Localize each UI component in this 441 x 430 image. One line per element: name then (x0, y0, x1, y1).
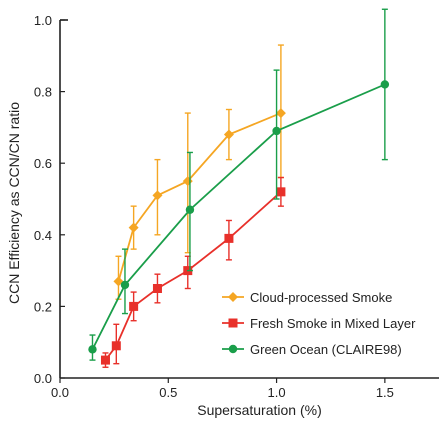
data-point (272, 126, 281, 136)
data-point (129, 301, 139, 311)
legend-item: Fresh Smoke in Mixed Layer (222, 316, 416, 331)
data-point (276, 187, 286, 197)
legend: Cloud-processed Smoke Fresh Smoke in Mixe… (222, 290, 416, 357)
series-layer (88, 8, 390, 368)
legend-item: Cloud-processed Smoke (222, 290, 392, 305)
data-point (223, 129, 234, 140)
axes-layer: 0.0 0.5 1.0 1.5 0.0 0.2 0.4 0.6 0.8 1.0 (34, 13, 439, 400)
x-tick-label: 0.5 (159, 385, 177, 400)
data-point (120, 280, 130, 290)
data-point (152, 190, 163, 201)
data-point (275, 108, 286, 119)
legend-label: Green Ocean (CLAIRE98) (250, 342, 402, 357)
legend-label: Cloud-processed Smoke (250, 290, 392, 305)
data-point (100, 355, 110, 365)
y-tick-label: 0.2 (34, 299, 52, 314)
series-line (117, 112, 282, 282)
series-0 (113, 44, 286, 300)
legend-marker (228, 344, 238, 354)
x-axis-title: Supersaturation (%) (197, 402, 322, 418)
y-tick-label: 0.4 (34, 228, 52, 243)
data-point (152, 284, 162, 293)
x-tick-label: 1.0 (268, 385, 286, 400)
data-point (128, 222, 139, 233)
y-tick-label: 1.0 (34, 13, 52, 28)
series-2 (88, 8, 390, 361)
data-point (224, 233, 234, 243)
legend-marker (228, 318, 238, 328)
y-axis-title: CCN Efficiency as CCN/CN ratio (6, 102, 22, 304)
data-point (185, 205, 195, 214)
data-point (88, 345, 97, 354)
y-tick-label: 0.0 (34, 371, 52, 386)
y-tick-label: 0.6 (34, 156, 52, 171)
x-tick-label: 1.5 (376, 385, 394, 400)
data-point (380, 80, 390, 89)
data-point (111, 341, 121, 351)
legend-marker (228, 292, 238, 302)
legend-label: Fresh Smoke in Mixed Layer (250, 316, 416, 331)
x-tick-label: 0.0 (51, 385, 69, 400)
legend-item: Green Ocean (CLAIRE98) (222, 342, 402, 357)
y-tick-label: 0.8 (34, 85, 52, 100)
